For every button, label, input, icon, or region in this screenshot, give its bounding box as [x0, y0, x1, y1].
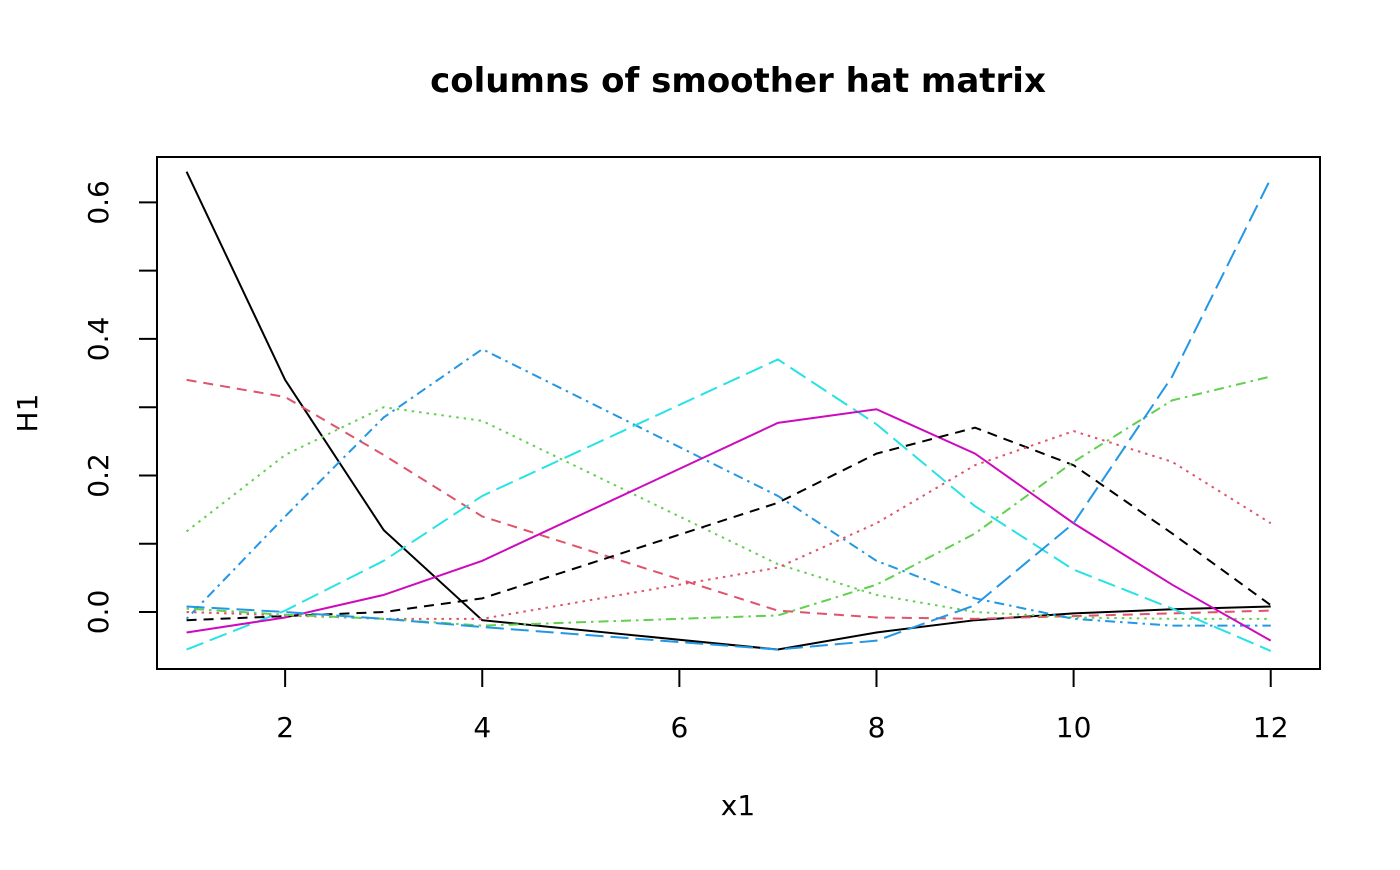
x-tick-label-8: 8 [868, 711, 886, 744]
y-tick-label-0-4: 0.4 [82, 317, 115, 362]
y-tick-label-0-2: 0.2 [82, 453, 115, 498]
x-tick-label-12: 12 [1253, 711, 1289, 744]
series-line-8 [187, 431, 1271, 619]
series-5 [187, 359, 1271, 651]
plot-frame [157, 157, 1320, 669]
y-axis-label: H1 [11, 394, 44, 433]
y-tick-label-0-0: 0.0 [82, 590, 115, 635]
series-8 [187, 431, 1271, 619]
x-tick-label-2: 2 [276, 711, 294, 744]
series-line-3 [187, 407, 1271, 619]
series-layer [187, 172, 1271, 651]
series-line-5 [187, 359, 1271, 650]
series-9 [187, 376, 1271, 625]
series-line-7 [187, 428, 1271, 621]
series-7 [187, 428, 1271, 621]
series-line-6 [187, 409, 1271, 640]
series-line-9 [187, 376, 1271, 625]
x-tick-label-4: 4 [473, 711, 491, 744]
y-tick-label-0-6: 0.6 [82, 180, 115, 225]
x-tick-label-10: 10 [1056, 711, 1092, 744]
y-axis: 0.0 0.2 0.4 0.6 [82, 180, 157, 634]
x-tick-label-6: 6 [670, 711, 688, 744]
x-axis: 2 4 6 8 10 12 [276, 669, 1288, 744]
x-axis-label: x1 [721, 789, 755, 822]
chart-title: columns of smoother hat matrix [430, 61, 1046, 101]
series-6 [187, 409, 1271, 640]
series-3 [187, 407, 1271, 619]
